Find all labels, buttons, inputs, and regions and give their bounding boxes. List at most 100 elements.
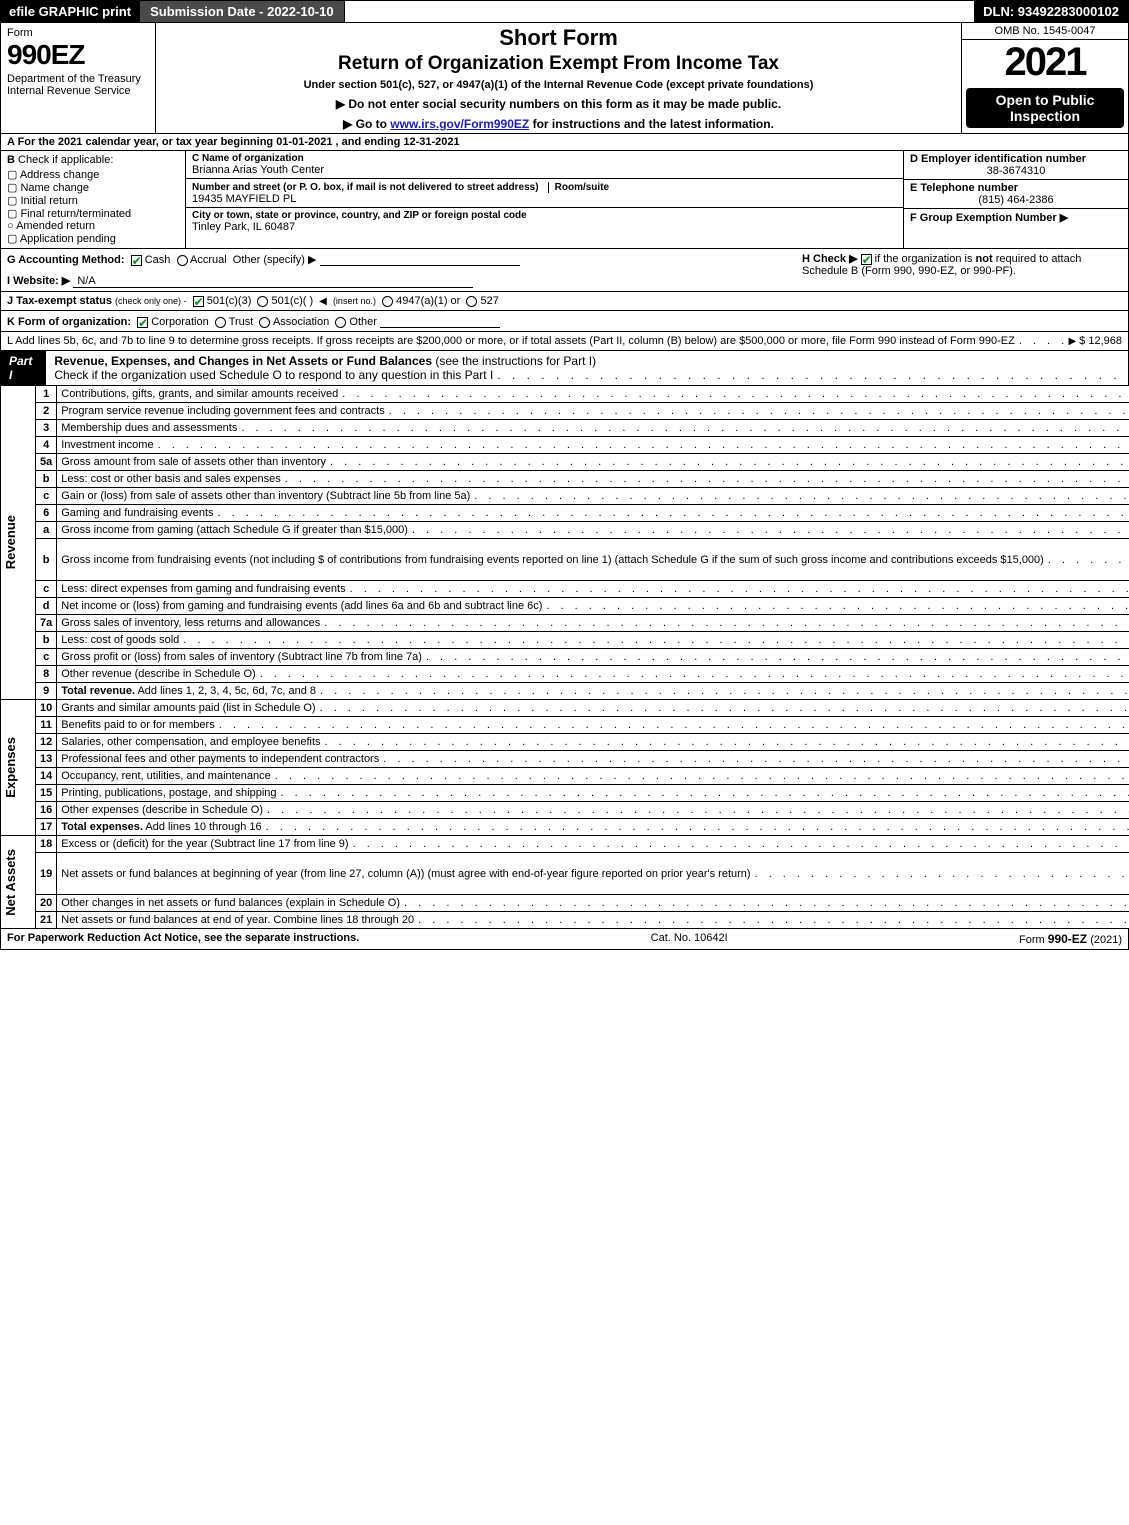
form-number: 990EZ: [7, 39, 150, 71]
line-description: Other revenue (describe in Schedule O): [57, 666, 1129, 683]
part-1-title: Revenue, Expenses, and Changes in Net As…: [46, 351, 1129, 385]
j-501c3-checkbox[interactable]: [193, 296, 204, 307]
department-label: Department of the Treasury Internal Reve…: [1, 73, 155, 101]
check-application-pending[interactable]: Application pending: [7, 232, 179, 245]
k-trust-label: Trust: [229, 316, 254, 328]
line-l: L Add lines 5b, 6c, and 7b to line 9 to …: [0, 332, 1129, 351]
title-left-column: Form 990EZ Department of the Treasury In…: [1, 23, 156, 133]
k-other-field[interactable]: [380, 314, 500, 328]
goto-line: ▶ Go to www.irs.gov/Form990EZ for instru…: [164, 117, 953, 131]
j-501c-radio[interactable]: [257, 296, 268, 307]
k-label: K Form of organization:: [7, 316, 131, 328]
line-row-8: 8Other revenue (describe in Schedule O)8: [1, 666, 1129, 683]
section-b-checkboxes: B Check if applicable: Address change Na…: [1, 151, 186, 248]
title-block: Form 990EZ Department of the Treasury In…: [0, 23, 1129, 133]
section-h-box: H Check ▶ if the organization is not req…: [802, 252, 1122, 288]
submission-date-label: Submission Date - 2022-10-10: [140, 1, 345, 22]
j-501c3-label: 501(c)(3): [207, 295, 252, 307]
part-1-check-dots: [497, 368, 1129, 382]
section-label-rev: Revenue: [1, 509, 20, 575]
top-header-bar: efile GRAPHIC print Submission Date - 20…: [0, 0, 1129, 23]
check-final-return[interactable]: Final return/terminated: [7, 207, 179, 220]
line-description: Net assets or fund balances at end of ye…: [57, 912, 1129, 929]
footer-right-pre: Form: [1019, 934, 1048, 946]
line-number: 6: [36, 505, 57, 522]
group-exemption-header: F Group Exemption Number ▶: [910, 211, 1122, 224]
g-accrual-radio[interactable]: [177, 255, 188, 266]
line-number: 8: [36, 666, 57, 683]
line-description: Excess or (deficit) for the year (Subtra…: [57, 836, 1129, 853]
k-trust-radio[interactable]: [215, 317, 226, 328]
ein-value: 38-3674310: [910, 165, 1122, 177]
k-other-radio[interactable]: [335, 317, 346, 328]
section-label-exp: Expenses: [1, 731, 20, 804]
line-description: Gross amount from sale of assets other t…: [57, 454, 1129, 471]
line-number: 10: [36, 700, 57, 717]
street-value: 19435 MAYFIELD PL: [192, 193, 897, 205]
line-description: Less: direct expenses from gaming and fu…: [57, 581, 1129, 598]
j-4947-radio[interactable]: [382, 296, 393, 307]
line-number: 4: [36, 437, 57, 454]
line-row-3: 3Membership dues and assessments30: [1, 420, 1129, 437]
line-row-b: bGross income from fundraising events (n…: [1, 539, 1129, 581]
line-description: Gain or (loss) from sale of assets other…: [57, 488, 1129, 505]
part-1-title-thin: (see the instructions for Part I): [435, 354, 596, 368]
line-description: Net income or (loss) from gaming and fun…: [57, 598, 1129, 615]
line-number: 18: [36, 836, 57, 853]
line-description: Gross sales of inventory, less returns a…: [57, 615, 1129, 632]
line-row-a: aGross income from gaming (attach Schedu…: [1, 522, 1129, 539]
g-label: G Accounting Method:: [7, 254, 125, 266]
line-number: 7a: [36, 615, 57, 632]
g-other-field[interactable]: [320, 252, 520, 266]
line-description: Gross income from fundraising events (no…: [57, 539, 1129, 581]
line-description: Contributions, gifts, grants, and simila…: [57, 386, 1129, 403]
check-name-change[interactable]: Name change: [7, 181, 179, 194]
line-row-10: Expenses10Grants and similar amounts pai…: [1, 700, 1129, 717]
line-row-b: bLess: cost of goods sold7b0: [1, 632, 1129, 649]
line-number: b: [36, 539, 57, 581]
j-501c-label: 501(c)( ): [272, 295, 317, 307]
line-description: Other changes in net assets or fund bala…: [57, 895, 1129, 912]
line-number: 9: [36, 683, 57, 700]
line-description: Membership dues and assessments: [57, 420, 1129, 437]
line-row-6: 6Gaming and fundraising events: [1, 505, 1129, 522]
h-checkbox[interactable]: [861, 254, 872, 265]
title-center-column: Short Form Return of Organization Exempt…: [156, 23, 962, 133]
line-number: 5a: [36, 454, 57, 471]
org-name-header: C Name of organization: [192, 153, 897, 164]
line-row-18: Net Assets18Excess or (deficit) for the …: [1, 836, 1129, 853]
line-row-b: bLess: cost or other basis and sales exp…: [1, 471, 1129, 488]
check-amended-return[interactable]: Amended return: [7, 220, 179, 232]
page-footer: For Paperwork Reduction Act Notice, see …: [0, 929, 1129, 950]
k-association-radio[interactable]: [259, 317, 270, 328]
line-number: 11: [36, 717, 57, 734]
part-1-title-bold: Revenue, Expenses, and Changes in Net As…: [54, 354, 435, 368]
goto-link[interactable]: www.irs.gov/Form990EZ: [390, 117, 529, 131]
org-name-value: Brianna Arias Youth Center: [192, 164, 897, 176]
check-initial-return[interactable]: Initial return: [7, 194, 179, 207]
arrow-right-icon: [1065, 335, 1079, 347]
line-number: 15: [36, 785, 57, 802]
section-d-e-f: D Employer identification number 38-3674…: [903, 151, 1128, 248]
k-corporation-checkbox[interactable]: [137, 317, 148, 328]
line-number: 19: [36, 853, 57, 895]
line-description: Net assets or fund balances at beginning…: [57, 853, 1129, 895]
g-other-label: Other (specify) ▶: [233, 254, 317, 266]
city-value: Tinley Park, IL 60487: [192, 221, 897, 233]
line-description: Other expenses (describe in Schedule O): [57, 802, 1129, 819]
j-527-label: 527: [481, 295, 499, 307]
footer-left: For Paperwork Reduction Act Notice, see …: [7, 932, 359, 946]
line-number: 16: [36, 802, 57, 819]
g-accrual-label: Accrual: [190, 254, 227, 266]
line-k: K Form of organization: Corporation Trus…: [0, 311, 1129, 332]
l-value: $ 12,968: [1079, 335, 1122, 347]
line-row-c: cGain or (loss) from sale of assets othe…: [1, 488, 1129, 505]
check-address-change[interactable]: Address change: [7, 168, 179, 181]
k-association-label: Association: [273, 316, 329, 328]
line-description: Investment income: [57, 437, 1129, 454]
efile-print-label[interactable]: efile GRAPHIC print: [1, 1, 140, 22]
j-527-radio[interactable]: [466, 296, 477, 307]
g-cash-checkbox[interactable]: [131, 255, 142, 266]
line-number: 17: [36, 819, 57, 836]
line-number: 14: [36, 768, 57, 785]
